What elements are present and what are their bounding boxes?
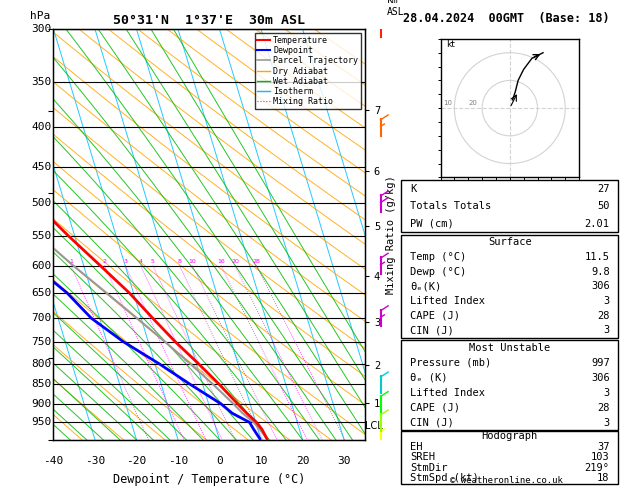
Text: kt: kt bbox=[446, 40, 455, 49]
Text: 306: 306 bbox=[591, 281, 610, 291]
Text: km
ASL: km ASL bbox=[387, 0, 404, 17]
Text: hPa: hPa bbox=[30, 11, 50, 21]
Text: 16: 16 bbox=[217, 259, 225, 263]
Text: 20: 20 bbox=[296, 456, 309, 466]
Text: 350: 350 bbox=[31, 77, 52, 87]
Text: 10: 10 bbox=[189, 259, 196, 263]
Text: Lifted Index: Lifted Index bbox=[410, 388, 485, 398]
Text: Totals Totals: Totals Totals bbox=[410, 201, 491, 211]
Text: Hodograph: Hodograph bbox=[482, 432, 538, 441]
Text: 3: 3 bbox=[603, 417, 610, 428]
Text: 28: 28 bbox=[597, 402, 610, 413]
Text: EH: EH bbox=[410, 442, 423, 452]
Y-axis label: Mixing Ratio (g/kg): Mixing Ratio (g/kg) bbox=[386, 175, 396, 294]
Text: 103: 103 bbox=[591, 452, 610, 462]
Text: θₑ (K): θₑ (K) bbox=[410, 373, 447, 382]
Text: 30: 30 bbox=[337, 456, 351, 466]
Text: 11.5: 11.5 bbox=[584, 252, 610, 262]
Text: 50: 50 bbox=[597, 201, 610, 211]
Text: 3: 3 bbox=[603, 296, 610, 306]
Text: 3: 3 bbox=[123, 259, 128, 263]
Text: -10: -10 bbox=[168, 456, 188, 466]
Text: 3: 3 bbox=[603, 388, 610, 398]
Text: 2.01: 2.01 bbox=[584, 219, 610, 228]
Text: 950: 950 bbox=[31, 417, 52, 427]
Text: CIN (J): CIN (J) bbox=[410, 417, 454, 428]
Text: CIN (J): CIN (J) bbox=[410, 326, 454, 335]
Text: Surface: Surface bbox=[488, 237, 532, 247]
Text: LCL: LCL bbox=[365, 421, 383, 431]
Text: 18: 18 bbox=[597, 473, 610, 483]
Text: SREH: SREH bbox=[410, 452, 435, 462]
Text: 27: 27 bbox=[597, 184, 610, 193]
Text: Lifted Index: Lifted Index bbox=[410, 296, 485, 306]
Text: 37: 37 bbox=[597, 442, 610, 452]
Text: 450: 450 bbox=[31, 162, 52, 173]
Text: 550: 550 bbox=[31, 231, 52, 241]
Text: Dewp (°C): Dewp (°C) bbox=[410, 266, 466, 277]
Text: 1: 1 bbox=[69, 259, 73, 263]
Text: 850: 850 bbox=[31, 380, 52, 389]
Text: 28.04.2024  00GMT  (Base: 18): 28.04.2024 00GMT (Base: 18) bbox=[403, 12, 610, 25]
Text: 10: 10 bbox=[443, 101, 452, 106]
Text: 400: 400 bbox=[31, 122, 52, 132]
Text: Most Unstable: Most Unstable bbox=[469, 343, 550, 353]
Legend: Temperature, Dewpoint, Parcel Trajectory, Dry Adiabat, Wet Adiabat, Isotherm, Mi: Temperature, Dewpoint, Parcel Trajectory… bbox=[255, 34, 360, 109]
Text: -30: -30 bbox=[85, 456, 105, 466]
Text: 800: 800 bbox=[31, 359, 52, 369]
Text: 900: 900 bbox=[31, 399, 52, 409]
Text: 306: 306 bbox=[591, 373, 610, 382]
Text: 0: 0 bbox=[216, 456, 223, 466]
Text: Pressure (mb): Pressure (mb) bbox=[410, 358, 491, 368]
Text: 997: 997 bbox=[591, 358, 610, 368]
Text: 4: 4 bbox=[138, 259, 143, 263]
Text: StmSpd (kt): StmSpd (kt) bbox=[410, 473, 479, 483]
Text: 500: 500 bbox=[31, 198, 52, 208]
Text: 10: 10 bbox=[254, 456, 268, 466]
Text: 2: 2 bbox=[103, 259, 106, 263]
Text: 650: 650 bbox=[31, 288, 52, 298]
Text: CAPE (J): CAPE (J) bbox=[410, 311, 460, 321]
Text: 219°: 219° bbox=[584, 463, 610, 473]
Text: 700: 700 bbox=[31, 313, 52, 323]
Text: 9.8: 9.8 bbox=[591, 266, 610, 277]
Text: 28: 28 bbox=[253, 259, 260, 263]
Text: 8: 8 bbox=[177, 259, 181, 263]
Text: 20: 20 bbox=[468, 101, 477, 106]
Text: 3: 3 bbox=[603, 326, 610, 335]
Text: -20: -20 bbox=[126, 456, 147, 466]
Text: 300: 300 bbox=[31, 24, 52, 34]
Text: θₑ(K): θₑ(K) bbox=[410, 281, 441, 291]
Text: 28: 28 bbox=[597, 311, 610, 321]
Text: K: K bbox=[410, 184, 416, 193]
Text: Dewpoint / Temperature (°C): Dewpoint / Temperature (°C) bbox=[113, 473, 305, 486]
Text: 600: 600 bbox=[31, 260, 52, 271]
Text: -40: -40 bbox=[43, 456, 64, 466]
Text: StmDir: StmDir bbox=[410, 463, 447, 473]
Text: CAPE (J): CAPE (J) bbox=[410, 402, 460, 413]
Text: 750: 750 bbox=[31, 337, 52, 347]
Text: 5: 5 bbox=[151, 259, 155, 263]
Text: Temp (°C): Temp (°C) bbox=[410, 252, 466, 262]
Text: 20: 20 bbox=[231, 259, 239, 263]
Text: PW (cm): PW (cm) bbox=[410, 219, 454, 228]
Title: 50°31'N  1°37'E  30m ASL: 50°31'N 1°37'E 30m ASL bbox=[113, 14, 305, 27]
Text: © weatheronline.co.uk: © weatheronline.co.uk bbox=[450, 476, 563, 485]
